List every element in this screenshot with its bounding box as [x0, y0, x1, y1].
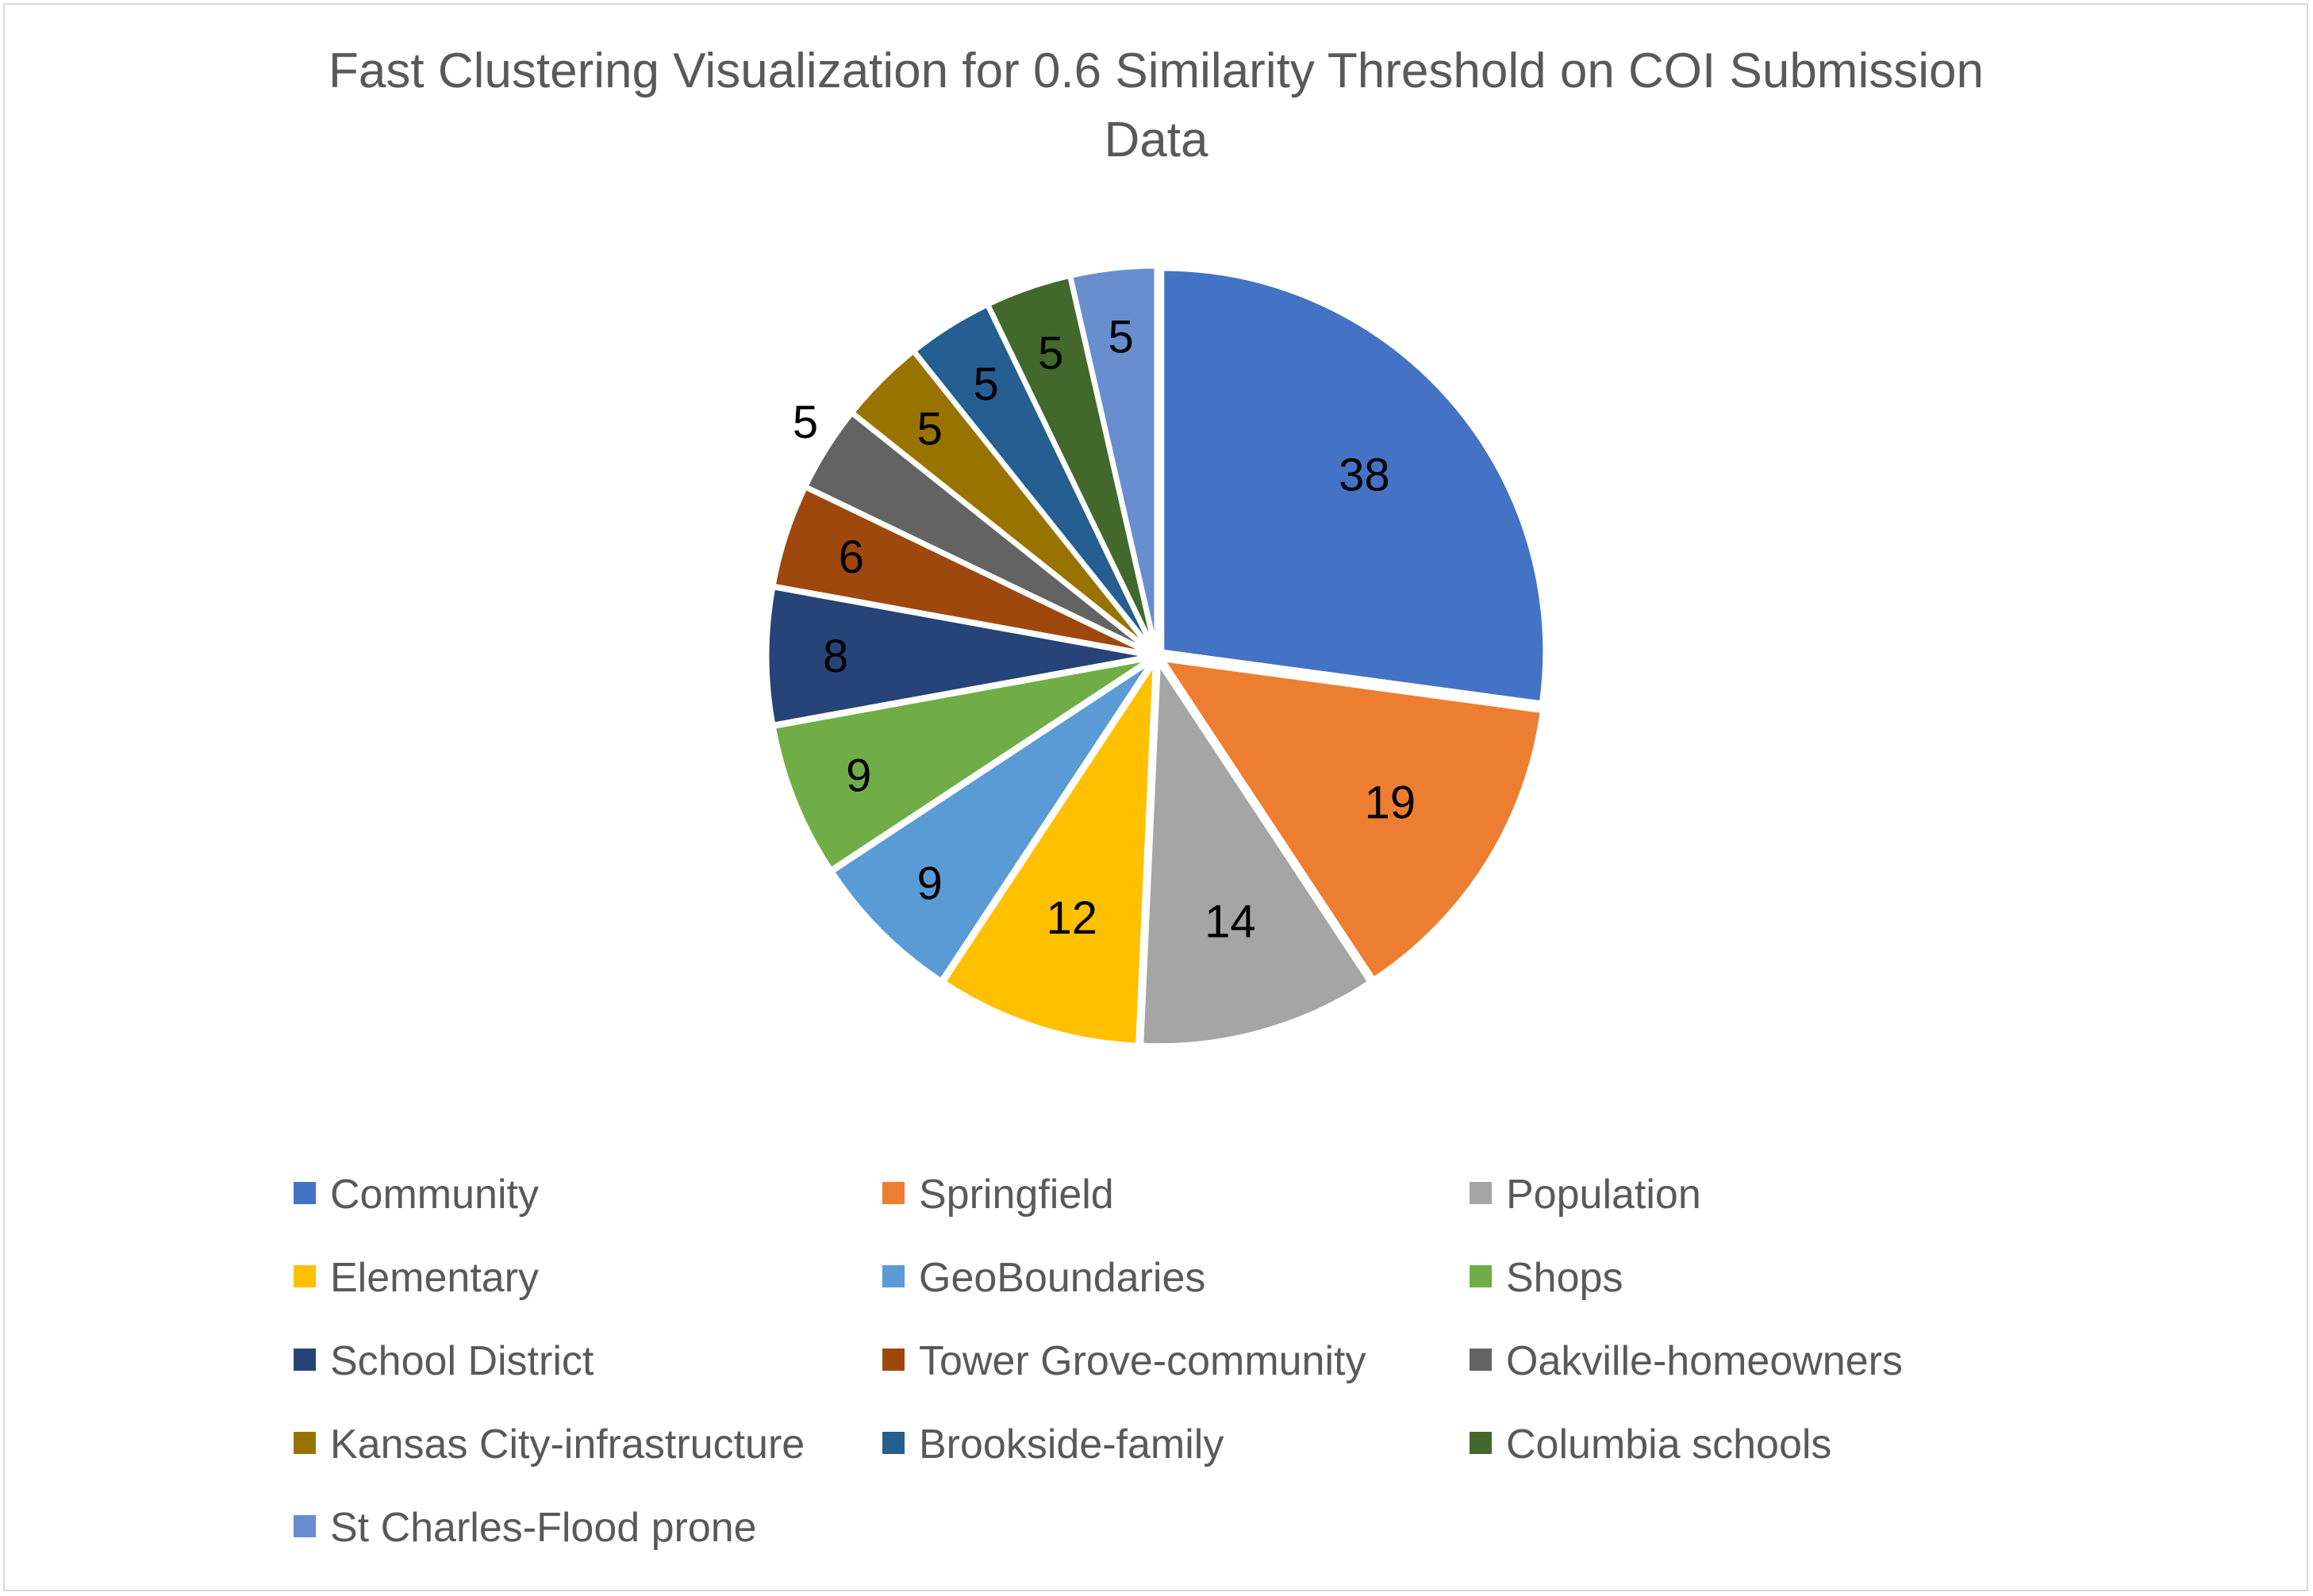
legend-swatch-population [1470, 1182, 1492, 1204]
legend-swatch-st-charles-flood-prone [294, 1515, 316, 1537]
pie-slice-springfield [1161, 658, 1544, 981]
legend-item-school-district: School District [294, 1338, 594, 1384]
pie-slices [765, 264, 1547, 1048]
legend-item-community: Community [294, 1172, 539, 1218]
legend-item-elementary: Elementary [294, 1255, 539, 1301]
legend-label-oakville-homeowners: Oakville-homeowners [1506, 1338, 1903, 1384]
data-label-community: 38 [1339, 450, 1390, 501]
pie-slice-shops [771, 656, 1153, 872]
legend-swatch-springfield [882, 1182, 905, 1204]
legend-label-tower-grove-community: Tower Grove-community [919, 1338, 1366, 1384]
legend-label-st-charles-flood-prone: St Charles-Flood prone [330, 1505, 757, 1551]
legend-label-community: Community [330, 1172, 539, 1218]
legend-item-oakville-homeowners: Oakville-homeowners [1470, 1338, 1903, 1384]
data-label-springfield: 19 [1365, 777, 1416, 829]
legend-swatch-tower-grove-community [882, 1349, 905, 1371]
legend-label-school-district: School District [330, 1338, 594, 1384]
data-label-shops: 9 [846, 750, 871, 802]
legend-item-columbia-schools: Columbia schools [1470, 1421, 1831, 1467]
legend-swatch-school-district [294, 1349, 316, 1371]
legend-swatch-shops [1470, 1265, 1492, 1287]
legend-label-elementary: Elementary [330, 1255, 539, 1301]
chart-title: Fast Clustering Visualization for 0.6 Si… [329, 44, 1984, 167]
legend-item-st-charles-flood-prone: St Charles-Flood prone [294, 1505, 757, 1551]
legend-swatch-geoboundaries [882, 1265, 905, 1287]
legend-item-geoboundaries: GeoBoundaries [882, 1255, 1205, 1301]
legend-swatch-community [294, 1182, 316, 1204]
legend-swatch-kansas-city-infrastructure [294, 1432, 316, 1454]
legend-swatch-oakville-homeowners [1470, 1349, 1492, 1371]
pie-slice-population [1139, 661, 1372, 1048]
pie-slice-st-charles-flood-prone [1069, 264, 1158, 651]
legend-label-population: Population [1506, 1172, 1701, 1218]
legend-item-shops: Shops [1470, 1255, 1623, 1301]
data-label-geoboundaries: 9 [917, 857, 943, 909]
legend-label-columbia-schools: Columbia schools [1506, 1421, 1831, 1467]
data-label-brookside-family: 5 [973, 359, 998, 410]
legend-swatch-elementary [294, 1265, 316, 1287]
legend-label-kansas-city-infrastructure: Kansas City-infrastructure [330, 1421, 805, 1467]
legend-item-tower-grove-community: Tower Grove-community [882, 1338, 1366, 1384]
legend-item-springfield: Springfield [882, 1172, 1114, 1218]
legend: Community Springfield Population Elementary… [294, 1172, 1903, 1551]
data-label-kansas-city-infrastructure: 5 [917, 404, 943, 455]
pie-slice-elementary [942, 661, 1157, 1047]
data-label-elementary: 12 [1047, 892, 1098, 944]
data-label-school-district: 8 [823, 631, 848, 682]
chart-title-line-2: Data [1105, 113, 1208, 167]
legend-label-brookside-family: Brookside-family [919, 1421, 1224, 1467]
data-label-oakville-homeowners: 5 [793, 397, 818, 448]
legend-label-springfield: Springfield [919, 1172, 1114, 1218]
pie-slice-geoboundaries [830, 658, 1155, 983]
legend-label-shops: Shops [1506, 1255, 1623, 1301]
pie-slice-school-district [765, 585, 1152, 727]
data-label-tower-grove-community: 6 [839, 531, 864, 583]
legend-swatch-brookside-family [882, 1432, 905, 1454]
chart-title-line-1: Fast Clustering Visualization for 0.6 Si… [329, 44, 1984, 98]
legend-item-kansas-city-infrastructure: Kansas City-infrastructure [294, 1421, 805, 1467]
data-label-columbia-schools: 5 [1038, 328, 1063, 379]
data-label-population: 14 [1205, 896, 1256, 948]
data-label-st-charles-flood-prone: 5 [1108, 312, 1134, 363]
legend-swatch-columbia-schools [1470, 1432, 1492, 1454]
legend-item-population: Population [1470, 1172, 1701, 1218]
legend-item-brookside-family: Brookside-family [882, 1421, 1224, 1467]
legend-label-geoboundaries: GeoBoundaries [919, 1255, 1205, 1301]
pie-slice-community [1160, 267, 1547, 705]
